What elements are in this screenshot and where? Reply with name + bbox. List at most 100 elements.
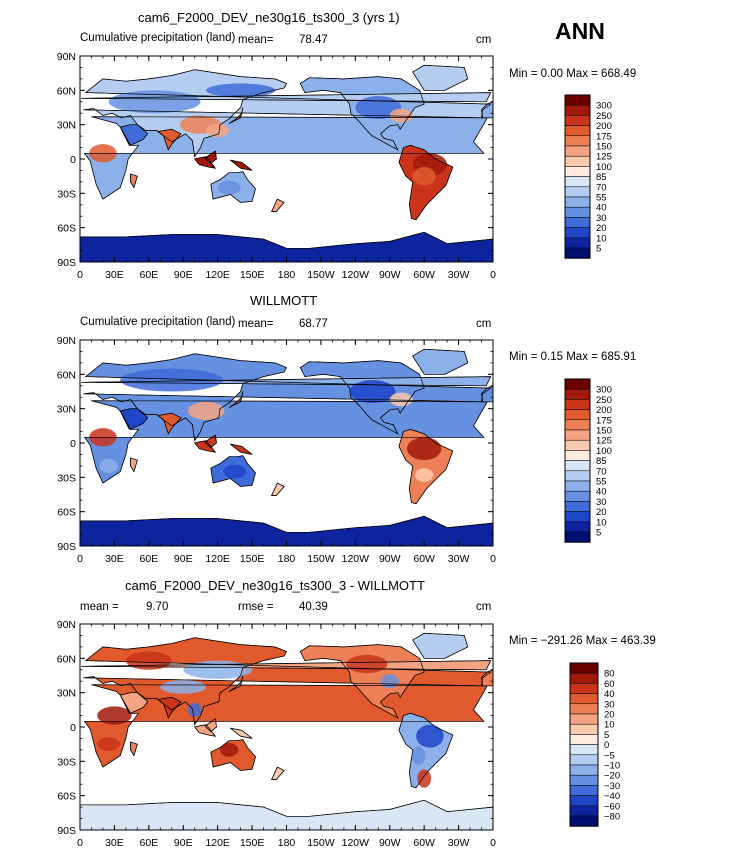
colorbar-label: 300 (596, 101, 612, 112)
panel-obs-units: cm (476, 318, 492, 330)
lon-label: 60W (413, 553, 435, 565)
colorbar-swatch (564, 531, 591, 543)
colorbar-label: 80 (604, 669, 615, 680)
colorbar-label: 70 (596, 182, 607, 193)
lon-label: 120E (205, 269, 230, 281)
lat-label: 60S (57, 223, 76, 235)
colorbar-label: 55 (596, 193, 607, 204)
colorbar-swatch (564, 166, 591, 177)
colorbar-label: 125 (596, 152, 612, 163)
precip-blob (417, 769, 432, 788)
panel-diff-title: cam6_F2000_DEV_ne30g16_ts300_3 - WILLMOT… (125, 578, 425, 593)
colorbar-swatch (569, 713, 599, 725)
coastline (157, 412, 182, 435)
colorbar-swatch (564, 135, 591, 147)
panel-model-units: cm (476, 34, 492, 46)
lat-label: 90N (57, 619, 76, 631)
precip-blob (120, 368, 224, 392)
lat-label: 60N (57, 85, 76, 97)
lat-label: 30S (57, 188, 76, 200)
coastline (228, 391, 244, 408)
precip-blob (206, 83, 276, 98)
colorbar-label: 150 (596, 142, 612, 153)
coastline (81, 92, 492, 103)
precip-blob (183, 660, 253, 679)
panel-diff-minmax: Min = −291.26 Max = 463.39 (509, 635, 656, 647)
colorbar-label: 300 (596, 385, 612, 396)
colorbar-swatch (564, 196, 591, 208)
coastline (398, 712, 454, 789)
coastline (210, 739, 256, 771)
colorbar-swatch (564, 409, 591, 421)
panel-diff-left-value: 9.70 (146, 601, 169, 613)
panel-model-stat-value: 78.47 (299, 34, 328, 46)
coastline (80, 231, 493, 262)
lon-label: 180 (278, 269, 296, 281)
colorbar-swatch (564, 176, 591, 188)
panel-obs-minmax: Min = 0.15 Max = 685.91 (509, 351, 637, 363)
colorbar-label: −10 (604, 761, 620, 772)
coastline (228, 107, 244, 124)
colorbar-swatch (564, 206, 591, 218)
lat-label: 0 (70, 722, 76, 734)
colorbar-swatch (564, 439, 591, 451)
coastline (83, 684, 488, 768)
panel-obs-colorbar: 300 250 200 175 150 125 100 85 70 55 40 30 20 10 5 (564, 378, 639, 550)
precip-blob (187, 702, 202, 717)
lon-label: 180 (278, 837, 296, 849)
colorbar-label: 100 (596, 162, 612, 173)
lat-label: 30N (57, 120, 76, 132)
lat-label: 90S (57, 541, 76, 553)
lon-label: 60E (139, 553, 158, 565)
colorbar-label: 200 (596, 121, 612, 132)
panel-diff-colorbar: 80 60 40 30 20 10 5 0 −5 −10 −20 −30 −40 −60 −80 (569, 662, 647, 834)
colorbar-swatch (569, 774, 599, 786)
panel-model-colorbar: 300 250 200 175 150 125 100 85 70 55 40 30 20 10 5 (564, 94, 639, 266)
lat-label: 90S (57, 825, 76, 837)
lat-label: 30N (57, 404, 76, 416)
coastline (412, 348, 469, 375)
colorbar-label: 85 (596, 172, 607, 183)
precip-blob (380, 674, 399, 689)
colorbar-swatch (569, 744, 599, 756)
panel-model-minmax: Min = 0.00 Max = 668.49 (509, 68, 637, 80)
coastline (83, 637, 492, 726)
coastline (481, 669, 493, 687)
colorbar-swatch (564, 186, 591, 198)
lon-label: 30W (448, 553, 470, 565)
colorbar-label: 250 (596, 395, 612, 406)
coastline (80, 799, 493, 830)
coastline (204, 718, 217, 733)
colorbar-swatch (564, 490, 591, 502)
lat-label: 30N (57, 688, 76, 700)
precip-blob (411, 746, 426, 765)
colorbar-label: 0 (604, 740, 609, 751)
coastline (299, 644, 425, 719)
colorbar-swatch (564, 125, 591, 137)
colorbar-label: 10 (596, 233, 607, 244)
colorbar-label: 100 (596, 446, 612, 457)
colorbar-swatch (569, 683, 599, 694)
panel-model-left-label: Cumulative precipitation (land) (80, 32, 236, 44)
coastline (230, 727, 253, 739)
lon-label: 60E (139, 269, 158, 281)
colorbar-label: 5 (596, 528, 601, 539)
lat-label: 60N (57, 369, 76, 381)
lon-label: 30W (448, 837, 470, 849)
coastline (130, 741, 138, 757)
lon-label: 60E (139, 837, 158, 849)
colorbar-label: −5 (604, 750, 615, 761)
coastline (194, 440, 217, 453)
colorbar-label: −60 (604, 801, 620, 812)
coastline (83, 400, 488, 484)
coastline (194, 724, 217, 737)
lon-label: 0 (490, 553, 496, 565)
lon-label: 90W (379, 553, 401, 565)
colorbar-swatch (569, 662, 599, 674)
coastline (119, 124, 149, 146)
precip-blob (412, 167, 436, 186)
coastline (83, 69, 492, 158)
colorbar-label: 175 (596, 415, 612, 426)
